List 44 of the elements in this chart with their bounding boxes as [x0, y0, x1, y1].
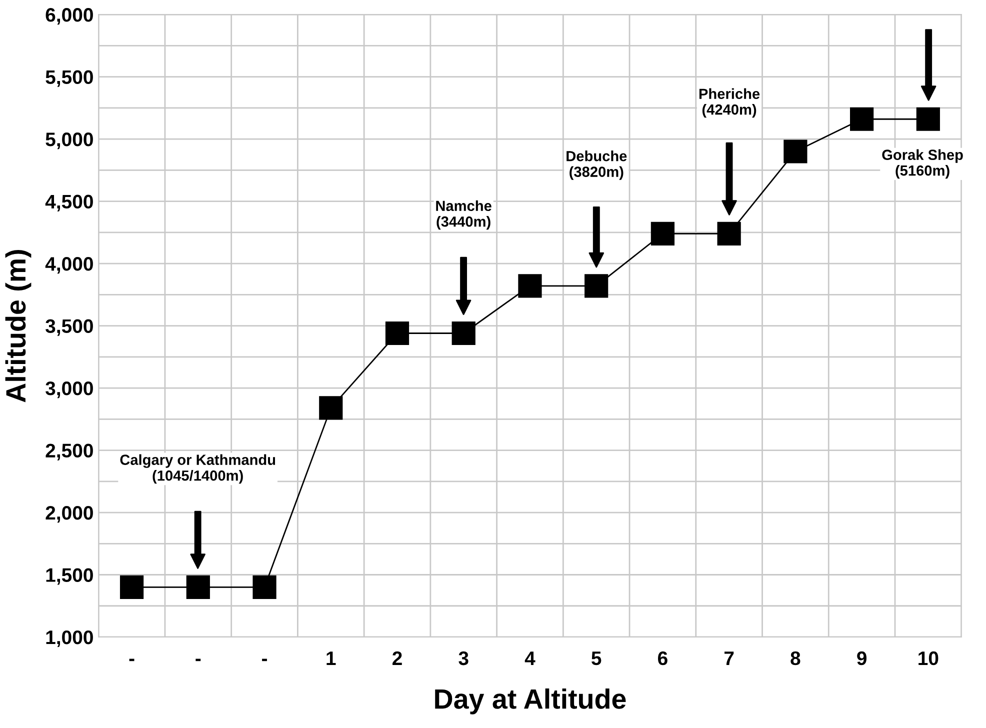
- x-tick-label: -: [196, 658, 201, 662]
- y-tick-label: 3,500: [46, 319, 93, 336]
- annotation: Debuche (3820m): [566, 150, 627, 180]
- point: [650, 222, 675, 246]
- point: [186, 575, 210, 600]
- annotation: Gorak Shep (5160m): [882, 149, 963, 179]
- point: [120, 575, 144, 600]
- x-tick-label: 7: [724, 652, 734, 665]
- x-tick-label: 1: [326, 652, 336, 665]
- y-tick-label: 6,000: [46, 8, 93, 25]
- x-tick-label: 6: [658, 651, 668, 666]
- point: [452, 321, 476, 346]
- x-axis-title: Day at Altitude: [435, 688, 626, 714]
- point: [385, 321, 410, 346]
- y-tick-label: 1,000: [46, 630, 93, 648]
- y-tick-label: 2,500: [46, 444, 93, 460]
- point: [319, 396, 343, 420]
- x-tick-label: 5: [592, 652, 602, 666]
- y-tick-label: 5,000: [46, 132, 93, 150]
- x-tick-label: 10: [918, 651, 938, 666]
- x-tick-label: -: [129, 658, 134, 662]
- x-tick-label: 2: [392, 651, 402, 665]
- x-tick-label: -: [262, 658, 267, 662]
- annotation: Pheriche (4240m): [699, 88, 760, 118]
- annotation: Calgary or Kathmandu (1045/1400m): [120, 454, 276, 484]
- point: [252, 575, 276, 600]
- x-tick-label: 8: [790, 651, 800, 666]
- y-tick-label: 1,500: [46, 568, 93, 585]
- annotation: Namche (3440m): [436, 200, 492, 230]
- point: [518, 274, 542, 298]
- x-tick-label: 9: [857, 651, 866, 666]
- x-tick-label: 4: [524, 652, 536, 665]
- y-tick-label: 4,000: [45, 257, 93, 274]
- point: [784, 140, 808, 164]
- x-tick-label: 3: [458, 651, 468, 666]
- y-tick-label: 3,000: [46, 381, 93, 398]
- point: [584, 274, 608, 298]
- y-tick-label: 2,000: [46, 506, 93, 523]
- y-axis-title: Altitude (m): [5, 250, 32, 402]
- point: [916, 107, 940, 131]
- y-tick-label: 4,500: [45, 194, 93, 212]
- point: [717, 222, 741, 246]
- point: [850, 107, 874, 131]
- y-tick-label: 5,500: [46, 70, 93, 87]
